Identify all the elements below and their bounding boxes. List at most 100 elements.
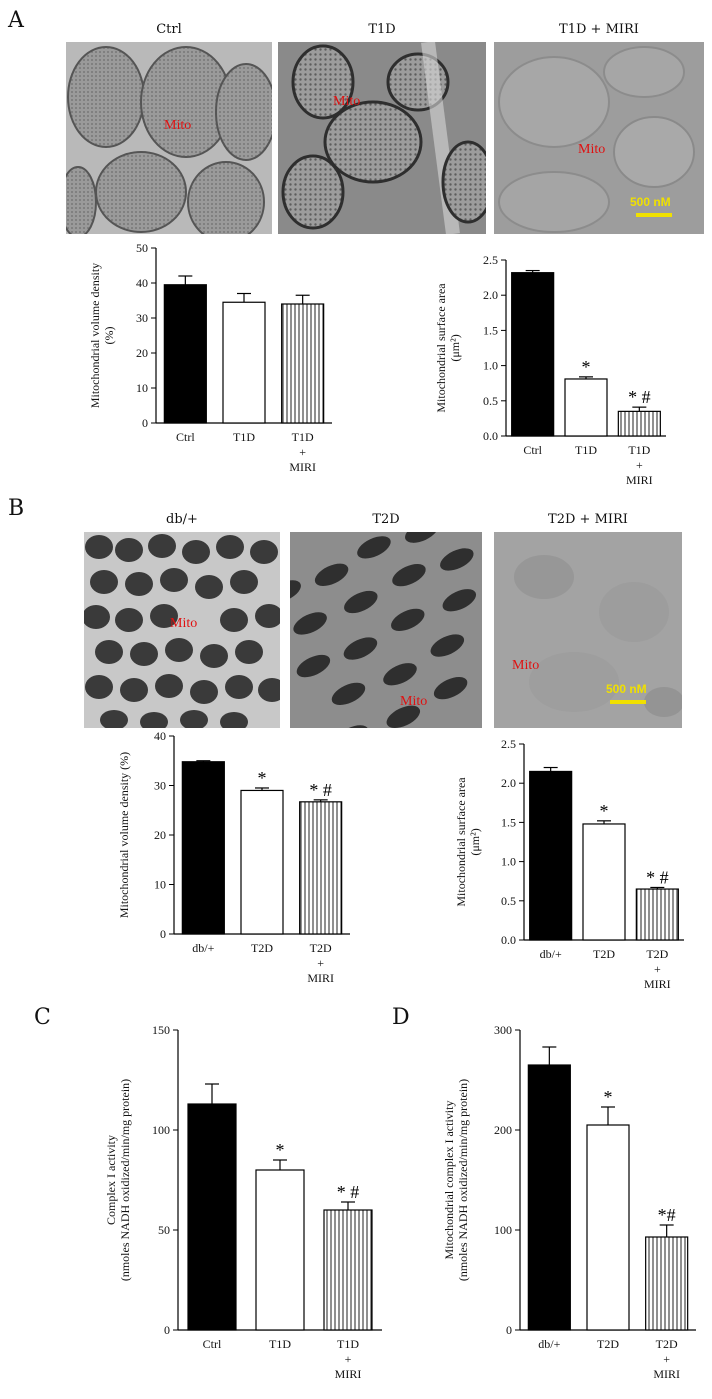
chart-volume-density-t1d: 0 10 20 30 40 50 Mitochondrial volume density(… bbox=[90, 241, 332, 474]
y-tick-label: 40 bbox=[136, 276, 148, 290]
y-tick-label: 200 bbox=[494, 1123, 512, 1137]
category-label-2: + bbox=[299, 445, 306, 459]
micrograph-ctrl bbox=[66, 42, 272, 234]
category-label-2: + bbox=[654, 962, 661, 976]
micrograph-t1d-miri bbox=[494, 42, 704, 234]
panel-label-d: D bbox=[392, 1005, 410, 1030]
y-tick-label: 50 bbox=[136, 241, 148, 255]
y-tick-label: 0 bbox=[160, 927, 166, 941]
y-tick-label: 100 bbox=[494, 1223, 512, 1237]
y-tick-label: 20 bbox=[154, 828, 166, 842]
y-tick-label: 50 bbox=[158, 1223, 170, 1237]
y-tick-label: 300 bbox=[494, 1023, 512, 1037]
micrograph-db-texture bbox=[84, 532, 280, 728]
bar-1 bbox=[582, 823, 626, 941]
y-tick-label: 0 bbox=[142, 416, 148, 430]
micrograph-t1d-texture bbox=[278, 42, 486, 234]
y-axis-label-line: (%) bbox=[102, 327, 116, 345]
bar-0 bbox=[529, 770, 573, 941]
panel-label-a: A bbox=[8, 8, 24, 33]
y-tick-label: 0 bbox=[506, 1323, 512, 1337]
panel-label-b: B bbox=[8, 496, 25, 521]
significance-2: * # bbox=[628, 387, 651, 407]
significance-2: * # bbox=[646, 867, 669, 887]
category-label-1: T2D bbox=[251, 941, 273, 955]
category-label-0: db/+ bbox=[540, 947, 562, 961]
bar-0 bbox=[163, 284, 207, 424]
y-tick-label: 1.0 bbox=[501, 855, 516, 869]
bar-2 bbox=[323, 1209, 373, 1331]
mito-label-t1d-miri: Mito bbox=[578, 142, 606, 157]
category-label-2: + bbox=[345, 1352, 352, 1366]
category-label-2: + bbox=[636, 458, 643, 472]
y-axis-label: Mitochondrial surface area(μm²) bbox=[436, 283, 462, 413]
y-tick-label: 100 bbox=[152, 1123, 170, 1137]
y-tick-label: 2.5 bbox=[501, 737, 516, 751]
category-label-0: Ctrl bbox=[176, 430, 195, 444]
y-axis-label-line: (nmoles NADH oxidized/min/mg protein) bbox=[456, 1079, 470, 1281]
bar-2 bbox=[645, 1236, 689, 1331]
y-tick-label: 0.5 bbox=[501, 894, 516, 908]
category-label-2: MIRI bbox=[626, 473, 653, 487]
y-tick-label: 40 bbox=[154, 729, 166, 743]
category-label-2: T2D bbox=[310, 941, 332, 955]
panel-label-c: C bbox=[34, 1005, 51, 1030]
y-tick-label: 1.0 bbox=[483, 359, 498, 373]
scale-bar-b bbox=[610, 700, 646, 704]
y-tick-label: 2.0 bbox=[501, 776, 516, 790]
category-label-2: T2D bbox=[656, 1337, 678, 1351]
scale-label-b: 500 nM bbox=[606, 682, 647, 696]
bar-0 bbox=[511, 272, 555, 437]
y-axis-label-line: Complex I activity bbox=[106, 1135, 118, 1225]
y-axis-label-line: Mitochondrial volume density (%) bbox=[117, 752, 131, 918]
chart-complex-i-t1d: 0 50 100 150 Complex I activity(nmoles NADH … bbox=[106, 1023, 382, 1381]
y-tick-label: 10 bbox=[154, 878, 166, 892]
micrograph-title-t2d: T2D bbox=[372, 512, 400, 527]
y-axis-label-line: (μm²) bbox=[468, 828, 482, 855]
category-label-2: T1D bbox=[292, 430, 314, 444]
category-label-0: Ctrl bbox=[203, 1337, 222, 1351]
y-tick-label: 150 bbox=[152, 1023, 170, 1037]
y-axis-label-line: Mitochondrial surface area bbox=[436, 283, 448, 413]
significance-1: * bbox=[258, 768, 267, 788]
significance-2: *# bbox=[658, 1205, 676, 1225]
chart-surface-area-t2d: 0.0 0.5 1.0 1.5 2.0 2.5 Mitochondrial surface … bbox=[456, 737, 684, 991]
y-axis-label: Complex I activity(nmoles NADH oxidized/… bbox=[106, 1079, 132, 1281]
y-axis-label: Mitochondrial complex I activity(nmoles … bbox=[444, 1079, 470, 1281]
bar-1 bbox=[564, 378, 608, 437]
category-label-0: Ctrl bbox=[523, 443, 542, 457]
category-label-1: T1D bbox=[269, 1337, 291, 1351]
mito-label-t2d: Mito bbox=[400, 694, 428, 709]
category-label-2: MIRI bbox=[653, 1367, 680, 1381]
significance-1: * bbox=[600, 801, 609, 821]
category-label-2: T1D bbox=[337, 1337, 359, 1351]
micrograph-title-db: db/+ bbox=[166, 512, 198, 527]
bar-1 bbox=[240, 789, 284, 935]
y-axis-label: Mitochondrial volume density (%) bbox=[117, 752, 131, 918]
category-label-2: T2D bbox=[646, 947, 668, 961]
y-tick-label: 0.5 bbox=[483, 394, 498, 408]
bar-0 bbox=[187, 1103, 237, 1331]
micrograph-t2d-texture bbox=[290, 532, 482, 728]
scale-label-a: 500 nM bbox=[630, 195, 671, 209]
micrograph-title-ctrl: Ctrl bbox=[156, 22, 182, 37]
micrograph-t1d bbox=[278, 42, 486, 234]
bar-2 bbox=[299, 801, 343, 935]
significance-1: * bbox=[604, 1087, 613, 1107]
bar-2 bbox=[281, 303, 325, 424]
bar-1 bbox=[586, 1124, 630, 1331]
chart-volume-density-t2d: 0 10 20 30 40 Mitochondrial volume density (%… bbox=[117, 729, 350, 985]
significance-2: * # bbox=[309, 780, 332, 800]
y-axis-label-line: Mitochondrial complex I activity bbox=[444, 1101, 456, 1260]
y-tick-label: 0 bbox=[164, 1323, 170, 1337]
bar-0 bbox=[527, 1064, 571, 1331]
significance-2: * # bbox=[337, 1182, 360, 1202]
chart-complex-i-t2d: 0 100 200 300 Mitochondrial complex I activi… bbox=[444, 1023, 696, 1381]
mito-label-db: Mito bbox=[170, 616, 198, 631]
micrograph-t2d-miri bbox=[494, 532, 682, 728]
bar-1 bbox=[222, 301, 266, 424]
y-axis-label-line: Mitochondrial volume density bbox=[90, 263, 102, 408]
y-axis-label-line: (nmoles NADH oxidized/min/mg protein) bbox=[118, 1079, 132, 1281]
category-label-2: T1D bbox=[628, 443, 650, 457]
category-label-2: + bbox=[663, 1352, 670, 1366]
